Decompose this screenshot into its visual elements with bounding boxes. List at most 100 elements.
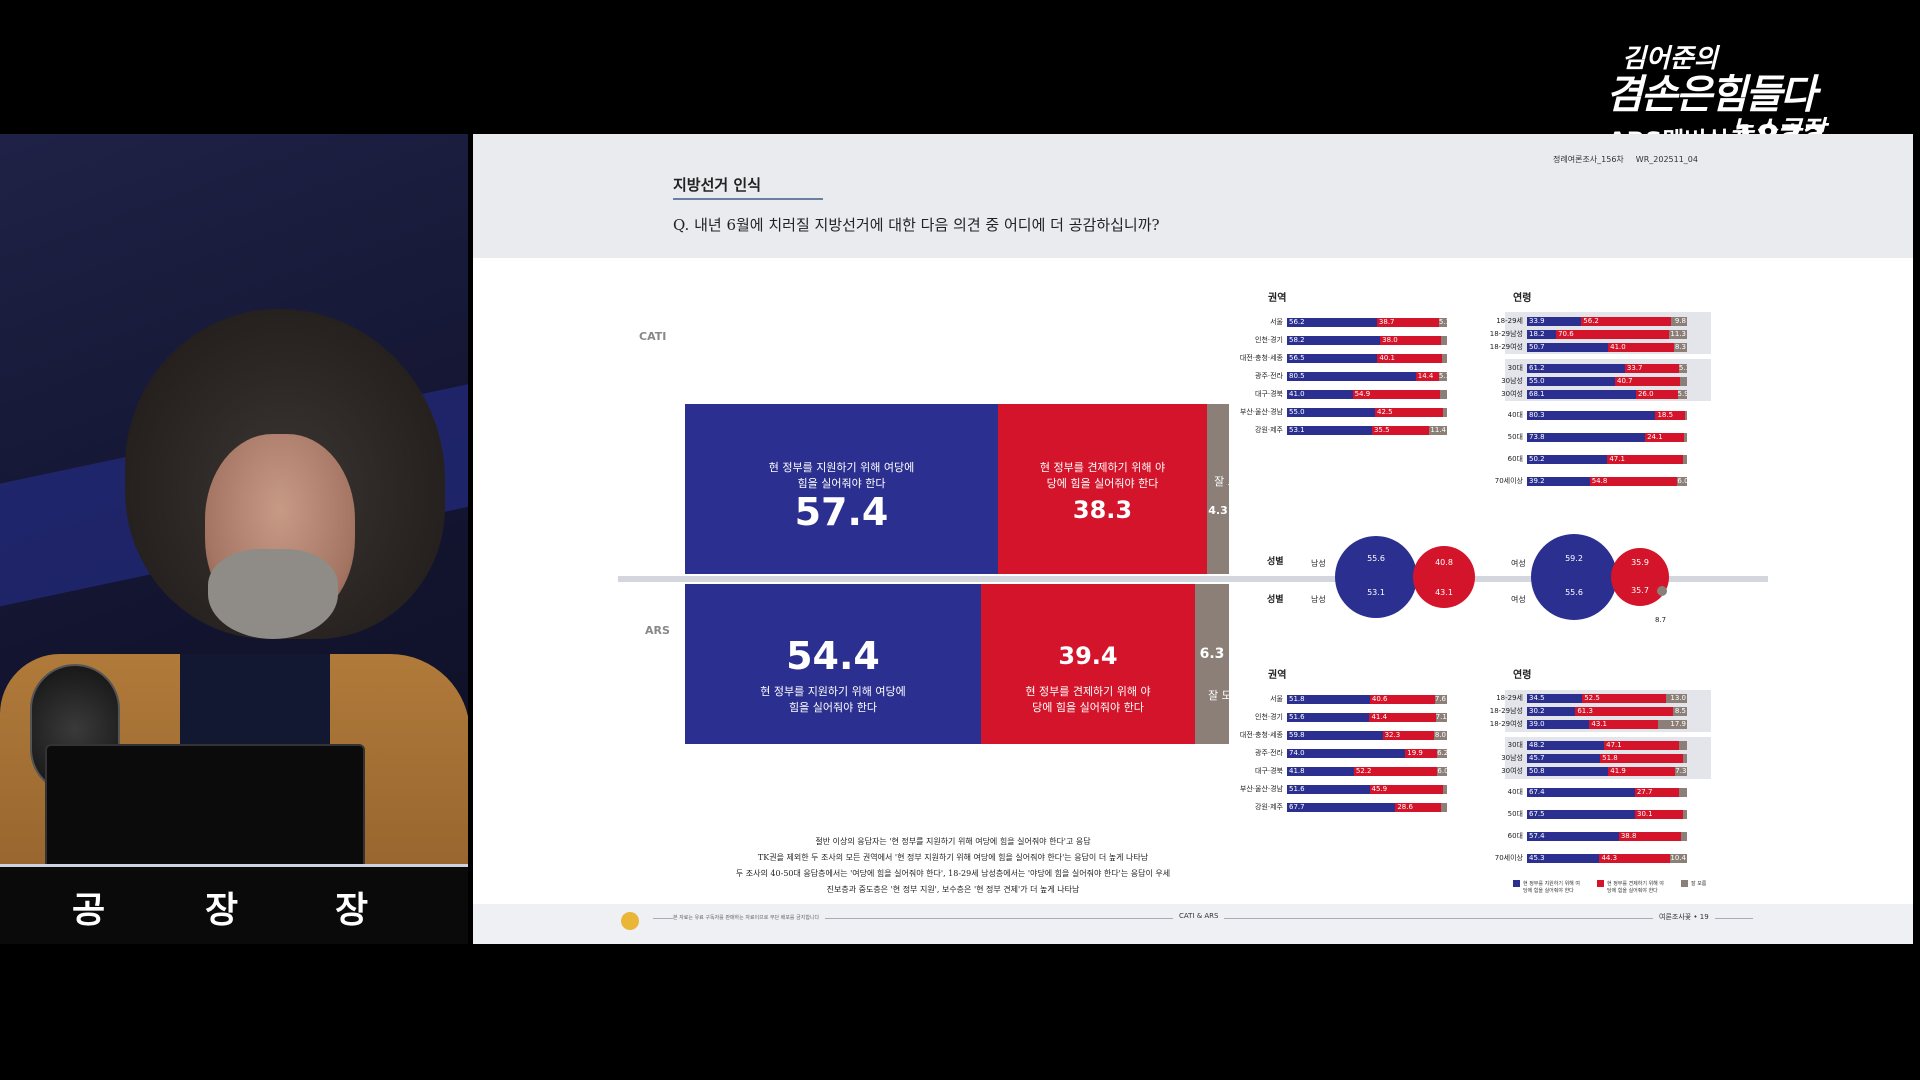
desk-sign-char: 장 — [335, 890, 369, 931]
ars-support-label: 현 정부를 지원하기 위해 여당에 힘을 실어줘야 한다 — [760, 685, 906, 714]
stacked-bar: 67.7 28.6 — [1287, 802, 1447, 812]
support-segment: 55.0 — [1287, 407, 1375, 417]
check-segment: 56.2 — [1581, 316, 1672, 326]
check-segment: 45.9 — [1369, 784, 1443, 794]
section-underline — [673, 198, 823, 200]
support-segment: 61.2 — [1527, 363, 1625, 373]
support-segment: 68.1 — [1527, 389, 1636, 399]
check-segment: 41.0 — [1608, 342, 1674, 352]
stacked-bar: 53.1 35.5 11.4 — [1287, 425, 1447, 435]
stacked-bar: 39.0 43.1 17.9 — [1527, 719, 1687, 729]
row-label: 대전·충청·세종 — [1239, 731, 1283, 739]
row-label: 30대 — [1507, 741, 1523, 749]
stacked-bar-row: 50대 67.5 30.1 — [1475, 809, 1687, 819]
cati-check-value: 38.3 — [1072, 496, 1133, 524]
row-label: 60대 — [1507, 455, 1523, 463]
dontknow-segment: 6.0 — [1677, 476, 1687, 486]
cati-female-check: 35.9 — [1631, 558, 1649, 567]
dontknow-segment: 6.0 — [1437, 766, 1447, 776]
stacked-bar: 57.4 38.8 — [1527, 831, 1687, 841]
check-segment: 52.2 — [1353, 766, 1438, 776]
check-segment: 41.9 — [1608, 766, 1676, 776]
ars-support-value: 54.4 — [786, 634, 880, 678]
stacked-bar-row: 서울 51.8 40.6 7.6 — [1235, 694, 1447, 704]
check-segment: 32.3 — [1382, 730, 1435, 740]
support-segment: 51.6 — [1287, 784, 1370, 794]
stacked-bar-row: 30대 61.233.75.1 — [1475, 363, 1687, 373]
stacked-bar: 80.3 18.5 — [1527, 410, 1687, 420]
stacked-bar: 41.0 54.9 — [1287, 389, 1447, 399]
row-label: 18-29남성 — [1489, 330, 1523, 338]
dontknow-segment: 11.4 — [1428, 425, 1447, 435]
stacked-bar: 39.2 54.8 6.0 — [1527, 476, 1687, 486]
dontknow-segment — [1442, 784, 1447, 794]
logo-line2: 겸손은힘들다 — [1606, 72, 1817, 118]
row-label: 강원·제주 — [1255, 803, 1283, 811]
support-segment: 50.8 — [1527, 766, 1609, 776]
row-label: 50대 — [1507, 810, 1523, 818]
check-segment: 40.7 — [1615, 376, 1681, 386]
stacked-bar-row: 18-29세 33.9 56.2 9.8 — [1475, 316, 1687, 326]
legend-item: 현 정부를 견제하기 위해 야당에 힘을 실어줘야 한다 — [1597, 880, 1667, 894]
desk-sign-char: 장 — [205, 890, 239, 931]
female-check-bubble: 35.9 35.7 — [1611, 548, 1669, 606]
row-label: 부산·울산·경남 — [1239, 408, 1283, 416]
dontknow-segment — [1440, 335, 1447, 345]
check-segment: 47.1 — [1607, 454, 1683, 464]
support-segment: 45.3 — [1527, 853, 1600, 863]
row-label: 대구·경북 — [1255, 390, 1283, 398]
stacked-bar: 58.2 38.0 — [1287, 335, 1447, 345]
ars-check-segment: 39.4 현 정부를 견제하기 위해 야당에 힘을 실어줘야 한다 — [981, 584, 1195, 744]
support-segment: 51.8 — [1287, 694, 1370, 704]
stacked-bar-row: 대구·경북 41.0 54.9 — [1235, 389, 1447, 399]
summary-line: TK권을 제외한 두 조사의 모든 권역에서 '현 정부 지원하기 위해 여당에… — [757, 853, 1149, 862]
row-label: 부산·울산·경남 — [1239, 785, 1283, 793]
stacked-bar: 67.4 27.7 — [1527, 787, 1687, 797]
row-label: 대구·경북 — [1255, 767, 1283, 775]
stacked-bar: 55.0 40.7 — [1527, 376, 1687, 386]
stacked-bar-row: 강원·제주 67.7 28.6 — [1235, 802, 1447, 812]
legend-item: 현 정부를 지원하기 위해 여당에 힘을 실어줘야 한다 — [1513, 880, 1583, 894]
ars-age-title: 연령 — [1513, 670, 1532, 681]
support-segment: 34.5 — [1527, 693, 1583, 703]
slide-footer: 본 자료는 유료 구독자를 판매하는 자료이므로 무단 배포를 금지합니다 CA… — [473, 904, 1913, 944]
check-segment: 30.1 — [1635, 809, 1684, 819]
stacked-bar-row: 30여성 68.1 26.0 5.9 — [1475, 389, 1687, 399]
stacked-bar: 61.233.75.1 — [1527, 363, 1687, 373]
support-segment: 39.0 — [1527, 719, 1590, 729]
check-segment: 24.1 — [1645, 432, 1684, 442]
row-label: 40대 — [1507, 411, 1523, 419]
stacked-bar-row: 18-29남성 18.2 70.6 11.3 — [1475, 329, 1687, 339]
dontknow-segment — [1443, 407, 1447, 417]
stacked-bar: 34.5 52.5 13.0 — [1527, 693, 1687, 703]
cati-male-check: 40.8 — [1435, 558, 1453, 567]
check-segment: 70.6 — [1556, 329, 1669, 339]
row-label: 18-29여성 — [1489, 720, 1523, 728]
check-segment: 19.9 — [1405, 748, 1438, 758]
check-segment: 47.1 — [1604, 740, 1680, 750]
summary-text: 절반 이상의 응답자는 '현 정부를 지원하기 위해 여당에 힘을 실어줘야 한… — [673, 834, 1233, 898]
male-check-bubble: 40.8 43.1 — [1413, 546, 1475, 608]
support-segment: 80.3 — [1527, 410, 1656, 420]
dontknow-segment — [1441, 353, 1447, 363]
support-segment: 56.5 — [1287, 353, 1378, 363]
row-label: 강원·제주 — [1255, 426, 1283, 434]
ars-dk-value: 6.3 — [1199, 646, 1225, 662]
row-label: 60대 — [1507, 832, 1523, 840]
stacked-bar: 56.5 40.1 — [1287, 353, 1447, 363]
ars-region-title: 권역 — [1268, 670, 1287, 681]
host-beard — [208, 549, 338, 639]
dontknow-segment: 7.6 — [1434, 694, 1447, 704]
stacked-bar: 80.514.45.1 — [1287, 371, 1447, 381]
support-segment: 67.5 — [1527, 809, 1635, 819]
stacked-bar: 74.0 19.9 6.2 — [1287, 748, 1447, 758]
doc-id-label: 정례여론조사_156차 — [1553, 155, 1624, 164]
ars-dk-label: 잘 모름 — [1208, 689, 1242, 702]
section-title: 지방선거 인식 — [673, 176, 762, 194]
ars-main-bar: 54.4 현 정부를 지원하기 위해 여당에 힘을 실어줘야 한다 39.4 현… — [685, 584, 1242, 744]
stacked-bar-row: 인천·경기 51.6 41.4 7.1 — [1235, 712, 1447, 722]
row-label: 18-29여성 — [1489, 343, 1523, 351]
stacked-bar-row: 18-29남성 30.2 61.3 8.5 — [1475, 706, 1687, 716]
stacked-bar-row: 부산·울산·경남 51.6 45.9 — [1235, 784, 1447, 794]
stacked-bar: 55.0 42.5 — [1287, 407, 1447, 417]
